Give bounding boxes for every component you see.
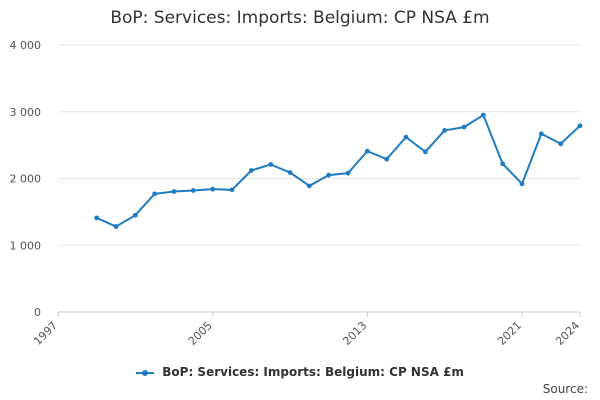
data-point xyxy=(287,170,293,175)
legend-swatch xyxy=(136,368,155,378)
grid-lines xyxy=(58,44,580,246)
data-point xyxy=(229,187,235,193)
data-point xyxy=(306,183,312,189)
y-tick-labels: 0 1 000 2 000 3 000 4 000 xyxy=(10,39,42,319)
data-point xyxy=(461,124,467,130)
x-tick-label: 2024 xyxy=(553,319,582,348)
y-tick-label: 0 xyxy=(34,306,41,319)
legend-label: BoP: Services: Imports: Belgium: CP NSA … xyxy=(162,365,464,379)
data-point xyxy=(248,168,254,173)
data-point xyxy=(480,112,486,118)
data-point xyxy=(500,161,506,167)
series-line xyxy=(95,114,581,228)
y-tick-label: 4 000 xyxy=(10,39,42,52)
x-tick-label: 1997 xyxy=(31,319,60,348)
source-label: Source: xyxy=(542,382,588,396)
data-point xyxy=(190,188,196,193)
data-point xyxy=(384,156,390,162)
data-point xyxy=(519,181,525,187)
y-tick-label: 3 000 xyxy=(10,106,42,119)
data-point xyxy=(345,170,351,176)
data-point xyxy=(442,128,448,133)
series-layer xyxy=(94,112,583,229)
x-tick-labels: 1997 2005 2013 2021 2024 xyxy=(31,319,582,348)
data-point xyxy=(326,172,332,178)
chart-title: BoP: Services: Imports: Belgium: CP NSA … xyxy=(110,8,490,28)
data-point xyxy=(364,148,370,154)
axes xyxy=(57,311,581,317)
x-tick-label: 2013 xyxy=(340,319,369,348)
data-point xyxy=(152,191,158,197)
data-point xyxy=(210,186,216,192)
data-point xyxy=(132,212,138,218)
data-point xyxy=(268,162,274,167)
x-tick-label: 2005 xyxy=(186,319,215,348)
data-point xyxy=(538,131,544,137)
data-point xyxy=(577,123,583,129)
data-point xyxy=(558,141,564,147)
data-point xyxy=(403,134,409,140)
x-tick-label: 2021 xyxy=(495,319,524,348)
legend[interactable]: BoP: Services: Imports: Belgium: CP NSA … xyxy=(0,365,600,379)
data-point xyxy=(113,224,119,229)
data-point xyxy=(94,215,100,221)
y-tick-label: 2 000 xyxy=(10,173,42,186)
data-point xyxy=(171,189,177,194)
y-tick-label: 1 000 xyxy=(10,239,42,252)
data-point xyxy=(422,149,428,155)
